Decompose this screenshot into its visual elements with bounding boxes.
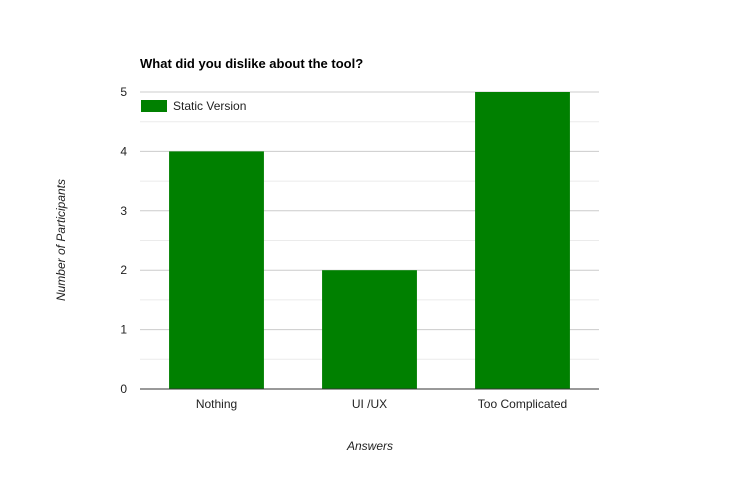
bar	[322, 270, 417, 389]
x-tick-label: Nothing	[196, 397, 237, 411]
bar	[475, 92, 570, 389]
y-tick-label: 2	[120, 263, 127, 277]
y-tick-label: 0	[120, 382, 127, 396]
y-tick-label: 1	[120, 323, 127, 337]
legend-swatch	[141, 100, 167, 112]
y-axis-ticks: 0 1 2 3 4 5	[120, 85, 127, 396]
legend: Static Version	[141, 99, 246, 113]
x-axis-title: Answers	[346, 439, 393, 453]
x-tick-label: UI /UX	[352, 397, 387, 411]
y-tick-label: 3	[120, 204, 127, 218]
y-axis-title: Number of Participants	[54, 179, 68, 301]
x-axis-ticks: Nothing UI /UX Too Complicated	[196, 397, 567, 411]
bar	[169, 151, 264, 389]
chart-title: What did you dislike about the tool?	[140, 56, 363, 71]
x-tick-label: Too Complicated	[478, 397, 567, 411]
y-tick-label: 4	[120, 144, 127, 158]
bars	[169, 92, 570, 389]
y-tick-label: 5	[120, 85, 127, 99]
legend-label: Static Version	[173, 99, 246, 113]
